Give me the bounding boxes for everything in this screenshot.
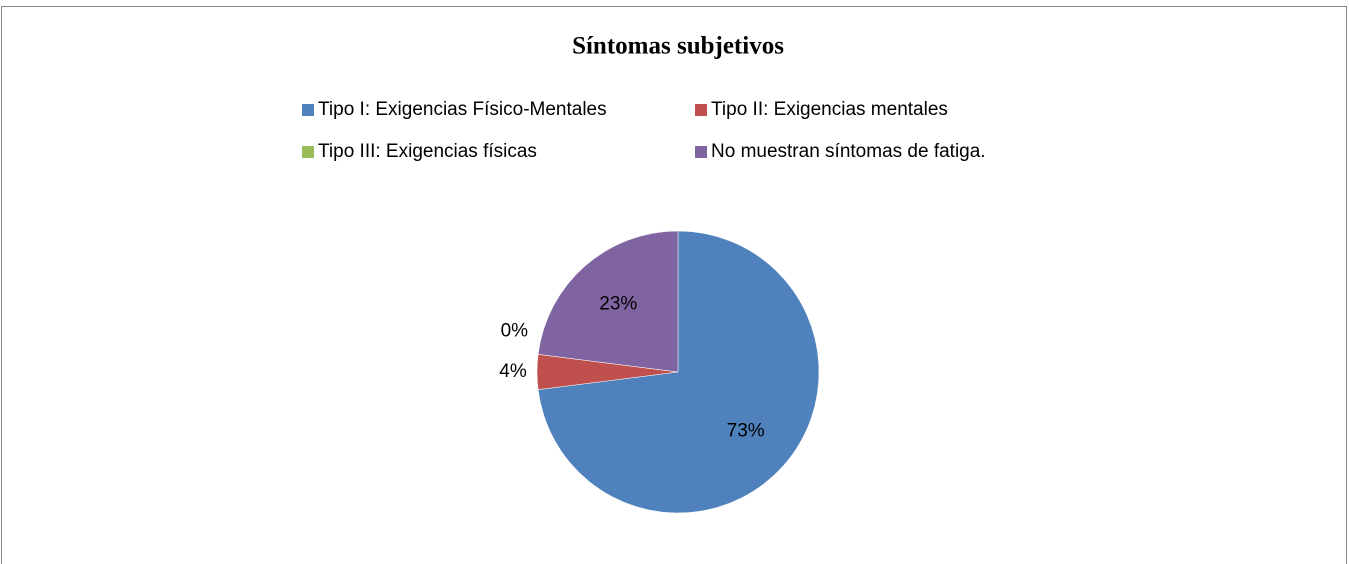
data-label: 23%	[599, 293, 637, 314]
legend-label: No muestran síntomas de fatiga.	[711, 141, 986, 162]
legend-swatch	[302, 104, 314, 116]
data-label: 0%	[501, 320, 529, 341]
legend-label: Tipo III: Exigencias físicas	[318, 141, 537, 162]
chart-title: Síntomas subjetivos	[572, 33, 784, 60]
data-label: 4%	[499, 361, 527, 382]
legend-swatch	[695, 146, 707, 158]
pie-slice	[537, 230, 679, 373]
legend-swatch	[302, 146, 314, 158]
data-label: 73%	[727, 421, 765, 442]
legend-label: Tipo II: Exigencias mentales	[711, 99, 948, 120]
legend-label: Tipo I: Exigencias Físico-Mentales	[318, 99, 607, 120]
legend-swatch	[695, 104, 707, 116]
pie-slice	[537, 230, 820, 514]
